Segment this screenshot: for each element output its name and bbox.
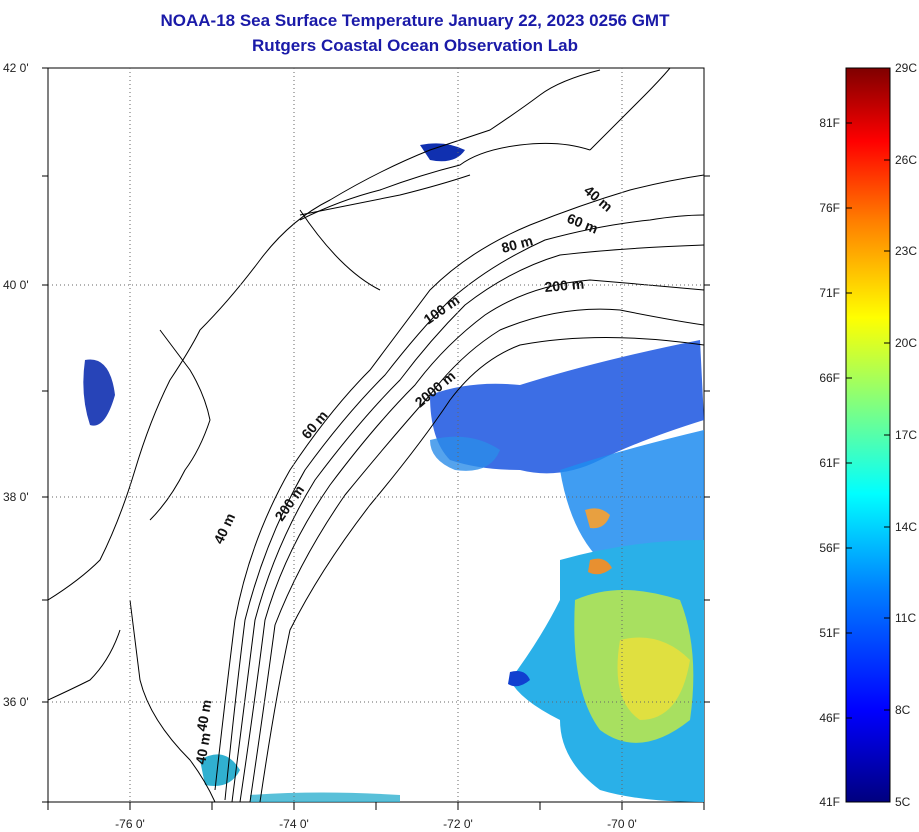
lat-tick-label: 36 0' [3,695,29,709]
colorbar-c-label: 8C [895,703,911,717]
colorbar-c-label: 14C [895,520,917,534]
lon-tick-label: -72 0' [443,817,473,831]
colorbar-celsius-labels: 29C 26C 23C 20C 17C 14C 11C 8C 5C [895,61,917,809]
colorbar-c-label: 26C [895,153,917,167]
sst-data-layer [83,143,704,802]
depth-label: 40 m [192,731,213,765]
map-title: NOAA-18 Sea Surface Temperature January … [160,11,670,30]
depth-label: 40 m [193,698,214,732]
colorbar-c-label: 5C [895,795,911,809]
colorbar: 81F 76F 71F 66F 61F 56F 51F 46F 41F 29C … [819,61,917,809]
colorbar-f-label: 71F [819,286,840,300]
colorbar-c-label: 29C [895,61,917,75]
latitude-labels: 42 0' 40 0' 38 0' 36 0' [3,61,29,709]
depth-label: 80 m [500,232,535,256]
colorbar-f-label: 56F [819,541,840,555]
colorbar-fahrenheit-labels: 81F 76F 71F 66F 61F 56F 51F 46F 41F [819,116,840,809]
lat-tick-label: 42 0' [3,61,29,75]
colorbar-f-label: 41F [819,795,840,809]
colorbar-gradient [845,67,891,803]
lon-tick-label: -76 0' [115,817,145,831]
colorbar-f-label: 61F [819,456,840,470]
bathymetry-layer [214,174,704,802]
colorbar-f-label: 76F [819,201,840,215]
lon-tick-label: -74 0' [279,817,309,831]
lat-tick-label: 38 0' [3,490,29,504]
grid-lines [48,68,704,802]
map-subtitle: Rutgers Coastal Ocean Observation Lab [252,36,578,55]
colorbar-c-label: 23C [895,244,917,258]
colorbar-f-label: 51F [819,626,840,640]
colorbar-f-label: 46F [819,711,840,725]
colorbar-c-label: 11C [895,611,916,625]
colorbar-c-label: 20C [895,336,917,350]
longitude-labels: -76 0' -74 0' -72 0' -70 0' [115,817,637,831]
lon-tick-label: -70 0' [607,817,637,831]
tick-marks [42,67,710,810]
colorbar-f-label: 81F [819,116,840,130]
colorbar-c-label: 17C [895,428,917,442]
lat-tick-label: 40 0' [3,278,29,292]
coastline-layer [48,68,671,802]
colorbar-f-label: 66F [819,371,840,385]
